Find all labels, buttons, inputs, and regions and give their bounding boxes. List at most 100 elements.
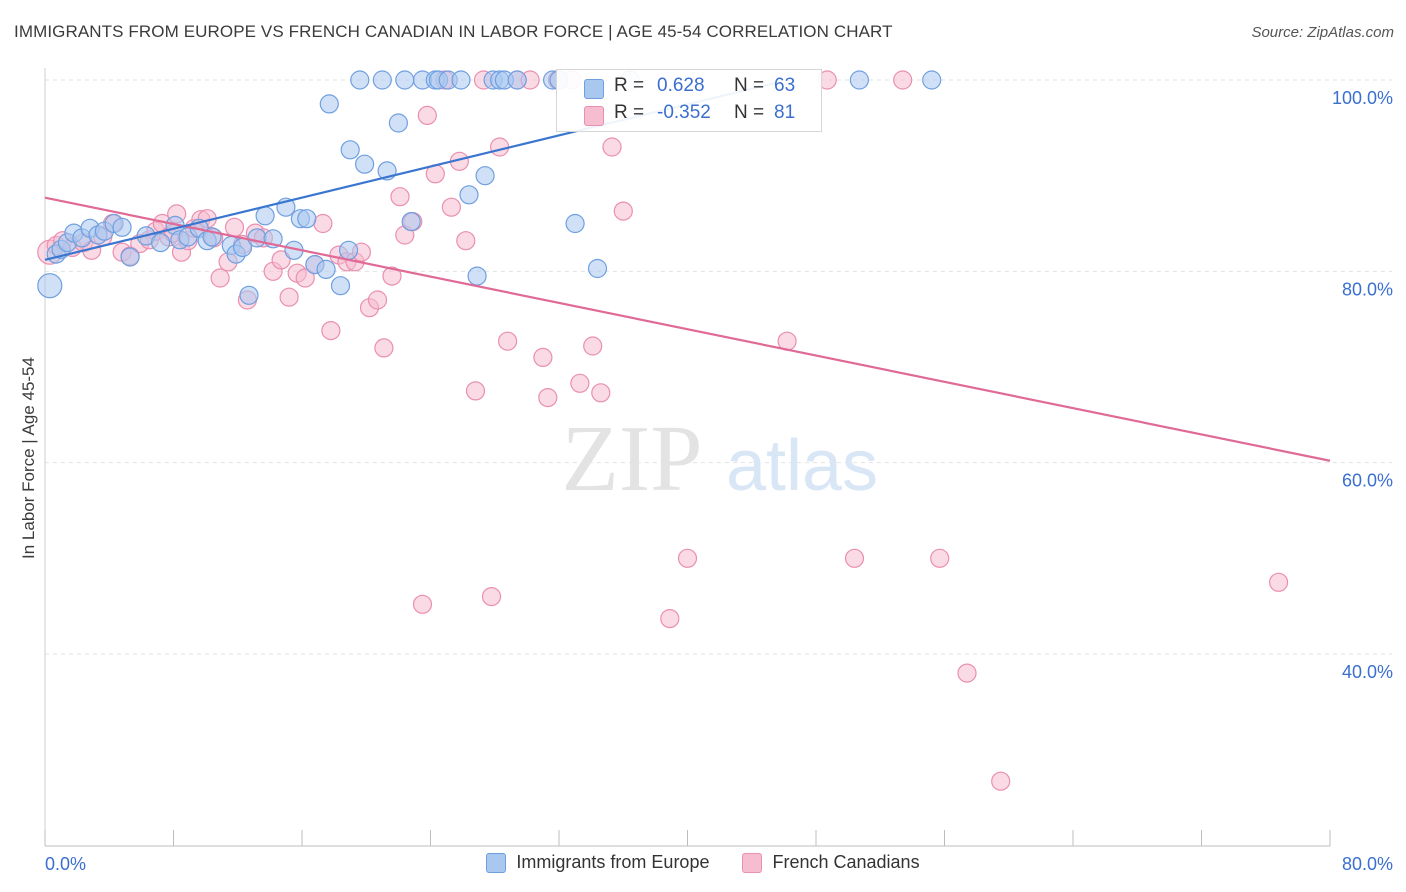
x-axis: [44, 68, 1331, 847]
data-point-immigrants-europe: [459, 185, 479, 205]
chart-title: IMMIGRANTS FROM EUROPE VS FRENCH CANADIA…: [14, 22, 893, 41]
data-point-french-canadians: [930, 548, 950, 568]
data-point-immigrants-europe: [120, 247, 140, 267]
y-tick-label: 80.0%: [1342, 279, 1393, 299]
data-point-immigrants-europe: [451, 70, 471, 90]
stats-r-label: R =: [614, 75, 645, 96]
stats-r-value: -0.352: [657, 102, 711, 123]
legend-item-europe[interactable]: Immigrants from Europe: [486, 852, 709, 873]
data-point-french-canadians: [456, 231, 476, 251]
gridlines: [45, 79, 1392, 655]
legend-item-french-canadians[interactable]: French Canadians: [742, 852, 920, 873]
data-point-french-canadians: [417, 105, 437, 126]
data-point-french-canadians: [382, 266, 402, 286]
data-point-french-canadians: [367, 290, 388, 310]
stats-row-blue: R = 0.628 N = 63: [557, 75, 821, 101]
data-point-french-canadians: [490, 137, 510, 157]
data-point-french-canadians: [210, 268, 230, 288]
data-point-french-canadians: [957, 663, 977, 683]
stats-swatch-blue: [584, 79, 604, 99]
stats-row-pink: R = -0.352 N = 81: [557, 102, 821, 128]
data-point-immigrants-europe: [316, 259, 336, 279]
stats-swatch-pink: [584, 106, 604, 126]
data-point-french-canadians: [591, 383, 611, 403]
chart-source: Source: ZipAtlas.com: [1251, 24, 1394, 41]
data-point-immigrants-europe: [319, 94, 339, 114]
data-point-french-canadians: [412, 594, 433, 614]
data-point-immigrants-europe: [330, 276, 351, 296]
data-point-immigrants-europe: [355, 154, 375, 174]
stats-n-value: 63: [774, 75, 796, 96]
data-point-immigrants-europe: [297, 209, 317, 229]
legend-swatch-pink: [742, 852, 763, 873]
data-point-french-canadians: [481, 586, 502, 607]
data-point-french-canadians: [295, 268, 315, 288]
data-point-immigrants-europe: [467, 266, 487, 286]
y-tick-label: 40.0%: [1342, 662, 1393, 682]
data-point-immigrants-europe: [340, 140, 360, 160]
data-point-french-canadians: [844, 548, 865, 568]
data-point-french-canadians: [602, 137, 622, 157]
data-point-french-canadians: [533, 347, 553, 367]
data-point-french-canadians: [613, 201, 633, 221]
stats-n-value: 81: [774, 102, 796, 123]
data-point-immigrants-europe: [239, 285, 259, 305]
data-point-french-canadians: [279, 287, 299, 307]
data-point-french-canadians: [677, 548, 698, 568]
data-point-french-canadians: [321, 321, 341, 341]
data-point-immigrants-europe: [849, 70, 870, 90]
data-point-french-canadians: [1268, 572, 1289, 592]
legend-swatch-blue: [486, 852, 507, 873]
data-point-immigrants-europe: [565, 213, 585, 234]
data-point-french-canadians: [570, 373, 590, 393]
x-tick-label-max: 80.0%: [1342, 854, 1393, 874]
watermark-zip: ZIP: [562, 407, 703, 511]
stats-box: R = 0.628 N = 63 R = -0.352 N = 81: [556, 69, 822, 132]
data-point-french-canadians: [390, 187, 410, 207]
data-point-french-canadians: [991, 771, 1011, 791]
y-tick-label: 100.0%: [1332, 88, 1393, 108]
watermark: ZIP atlas: [562, 407, 879, 511]
data-point-immigrants-europe: [401, 212, 421, 232]
stats-n-label: N =: [734, 102, 765, 123]
data-point-immigrants-europe: [37, 273, 63, 299]
data-point-immigrants-europe: [922, 70, 942, 90]
data-point-french-canadians: [271, 250, 291, 270]
data-point-immigrants-europe: [247, 228, 267, 248]
data-point-french-canadians: [660, 608, 680, 629]
stats-r-label: R =: [614, 102, 645, 123]
legend-label: Immigrants from Europe: [516, 852, 710, 872]
data-point-french-canadians: [498, 331, 518, 351]
data-point-immigrants-europe: [395, 70, 415, 90]
y-tick-labels: 40.0% 60.0% 80.0% 100.0%: [1332, 88, 1393, 682]
x-tick-label-min: 0.0%: [45, 854, 86, 874]
data-point-french-canadians: [583, 336, 603, 356]
y-tick-label: 60.0%: [1342, 471, 1393, 491]
data-point-immigrants-europe: [350, 70, 370, 90]
data-point-french-canadians: [465, 381, 486, 401]
data-point-immigrants-europe: [339, 240, 359, 260]
data-point-immigrants-europe: [475, 166, 495, 186]
data-point-immigrants-europe: [372, 70, 392, 90]
data-point-immigrants-europe: [507, 70, 527, 90]
series-blue-points: [37, 70, 942, 305]
legend-label: French Canadians: [772, 852, 920, 872]
data-point-french-canadians: [224, 217, 245, 237]
data-point-french-canadians: [374, 338, 394, 358]
data-point-immigrants-europe: [151, 233, 171, 253]
data-point-french-canadians: [893, 70, 913, 90]
data-point-french-canadians: [538, 388, 558, 408]
stats-n-label: N =: [734, 75, 765, 96]
y-axis-title: In Labor Force | Age 45-54: [19, 357, 38, 559]
trend-line-french-canadians: [44, 196, 1331, 462]
data-point-immigrants-europe: [112, 217, 132, 237]
data-point-immigrants-europe: [255, 206, 275, 226]
legend: Immigrants from Europe French Canadians: [0, 852, 1406, 878]
watermark-atlas: atlas: [726, 426, 878, 506]
data-point-immigrants-europe: [388, 113, 408, 133]
data-point-french-canadians: [313, 213, 333, 234]
data-point-french-canadians: [441, 197, 461, 217]
stats-r-value: 0.628: [657, 75, 705, 96]
data-point-immigrants-europe: [587, 258, 608, 279]
